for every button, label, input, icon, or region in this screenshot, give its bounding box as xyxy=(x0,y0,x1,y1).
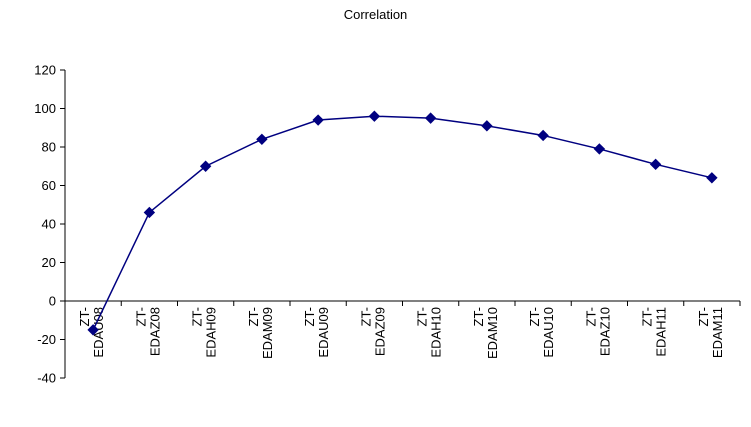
data-point-marker xyxy=(87,324,99,336)
x-category-label-line: EDAZ09 xyxy=(372,307,387,356)
x-category-label-line: EDAU09 xyxy=(316,307,331,358)
x-category-label: ZT-EDAZ09 xyxy=(358,307,387,356)
x-category-label-line: EDAH09 xyxy=(204,307,219,358)
x-category-label-line: ZT- xyxy=(133,307,148,327)
x-category-label: ZT-EDAU08 xyxy=(77,307,106,358)
y-tick-label: 20 xyxy=(42,255,56,270)
x-category-label-line: ZT- xyxy=(302,307,317,327)
y-axis: -40 -20 0 20 40 60 80 100 120 xyxy=(34,63,66,386)
x-category-label-line: EDAZ10 xyxy=(597,307,612,356)
x-category-label-line: ZT- xyxy=(358,307,373,327)
x-category-label-line: ZT- xyxy=(583,307,598,327)
x-category-label: ZT-EDAZ08 xyxy=(133,307,162,356)
data-point-marker xyxy=(312,114,324,126)
x-category-label: ZT-EDAH10 xyxy=(415,307,444,358)
y-tick-label: 60 xyxy=(42,178,56,193)
chart-title: Correlation xyxy=(343,7,408,22)
x-category-label-line: EDAH11 xyxy=(654,307,669,357)
x-category-label-line: ZT- xyxy=(471,307,486,327)
x-category-label-line: ZT- xyxy=(696,307,711,327)
x-category-label: ZT-EDAH09 xyxy=(190,307,219,358)
x-category-label-line: EDAM10 xyxy=(485,307,500,359)
x-category-label: ZT-EDAU09 xyxy=(302,307,331,358)
data-point-marker xyxy=(649,158,662,171)
y-tick-label: 100 xyxy=(34,101,56,116)
series xyxy=(87,110,718,336)
data-point-marker xyxy=(593,143,606,155)
x-category-label-line: ZT- xyxy=(640,307,655,327)
data-point-marker xyxy=(256,133,268,146)
x-category-label-line: EDAZ08 xyxy=(147,307,162,356)
y-tick-label: -40 xyxy=(37,371,56,386)
x-category-label: ZT-EDAU10 xyxy=(527,307,556,358)
x-category-label-line: EDAH10 xyxy=(429,307,444,358)
x-category-label-line: EDAU10 xyxy=(541,307,556,358)
data-point-marker xyxy=(706,172,718,184)
x-category-label-line: ZT- xyxy=(77,307,92,327)
data-point-marker xyxy=(537,129,549,142)
y-tick-label: 120 xyxy=(34,63,56,78)
data-point-marker xyxy=(481,120,493,132)
x-category-label: ZT-EDAM10 xyxy=(471,307,500,359)
x-category-label: ZT-EDAZ10 xyxy=(583,307,612,356)
x-axis: ZT-EDAU08 ZT-EDAZ08 ZT-EDAH09 ZT-EDAM09 ZT-E… xyxy=(64,300,741,359)
x-category-label-line: EDAM09 xyxy=(260,307,275,359)
x-category-label-line: EDAU08 xyxy=(91,307,106,358)
x-category-label: ZT-EDAH11 xyxy=(640,307,669,357)
x-category-label: ZT-EDAM09 xyxy=(246,307,275,359)
x-category-label-line: ZT- xyxy=(246,307,261,327)
x-category-label: ZT-EDAM11 xyxy=(696,307,725,358)
x-category-label-line: ZT- xyxy=(527,307,542,327)
x-category-label-line: ZT- xyxy=(190,307,205,327)
x-category-label-line: ZT- xyxy=(415,307,430,327)
y-tick-label: 40 xyxy=(42,217,56,232)
x-category-label-line: EDAM11 xyxy=(710,307,725,358)
data-point-marker xyxy=(424,112,437,124)
data-point-marker xyxy=(368,110,381,122)
y-tick-label: 0 xyxy=(49,294,56,309)
y-tick-label: 80 xyxy=(42,140,56,155)
series-line xyxy=(92,115,713,331)
data-point-marker xyxy=(199,160,212,172)
data-point-marker xyxy=(143,206,156,219)
y-tick-label: -20 xyxy=(37,332,56,347)
